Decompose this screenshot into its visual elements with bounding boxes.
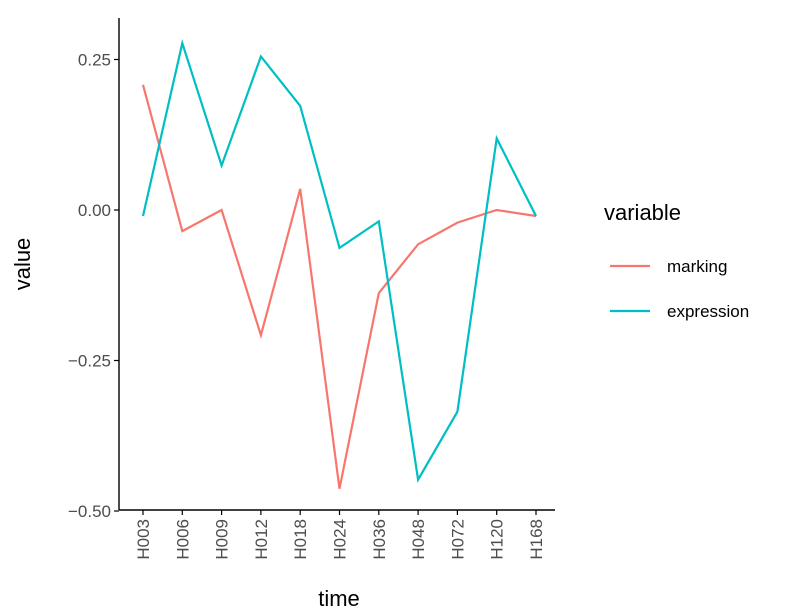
- y-tick-label: 0.25: [78, 51, 111, 70]
- y-axis-title: value: [10, 238, 35, 291]
- plot-lines: [141, 39, 537, 489]
- x-axis-title: time: [318, 586, 360, 611]
- x-tick-label: H168: [527, 519, 546, 560]
- series-line-marking: [141, 84, 537, 489]
- x-tick-label: H009: [213, 519, 232, 560]
- x-tick-label: H120: [488, 519, 507, 560]
- legend-label-expression: expression: [667, 302, 749, 321]
- x-tick-label: H024: [331, 519, 350, 560]
- legend-label-marking: marking: [667, 257, 727, 276]
- y-axis-ticks: 0.25 0.00 −0.25 −0.50: [68, 51, 119, 521]
- series-line-expression: [141, 39, 537, 483]
- y-tick-label: −0.50: [68, 502, 111, 521]
- x-axis-ticks: H003 H006 H009 H012 H018 H024 H036 H048 H072 H120…: [134, 510, 546, 560]
- x-tick-label: H048: [409, 519, 428, 560]
- legend: variable marking expression: [604, 200, 749, 321]
- x-tick-label: H018: [291, 519, 310, 560]
- x-tick-label: H012: [252, 519, 271, 560]
- legend-title: variable: [604, 200, 681, 225]
- x-tick-label: H072: [448, 519, 467, 560]
- x-tick-label: H036: [370, 519, 389, 560]
- x-tick-label: H006: [173, 519, 192, 560]
- legend-items: marking expression: [610, 257, 749, 321]
- x-tick-label: H003: [134, 519, 153, 560]
- y-tick-label: −0.25: [68, 352, 111, 371]
- y-tick-label: 0.00: [78, 201, 111, 220]
